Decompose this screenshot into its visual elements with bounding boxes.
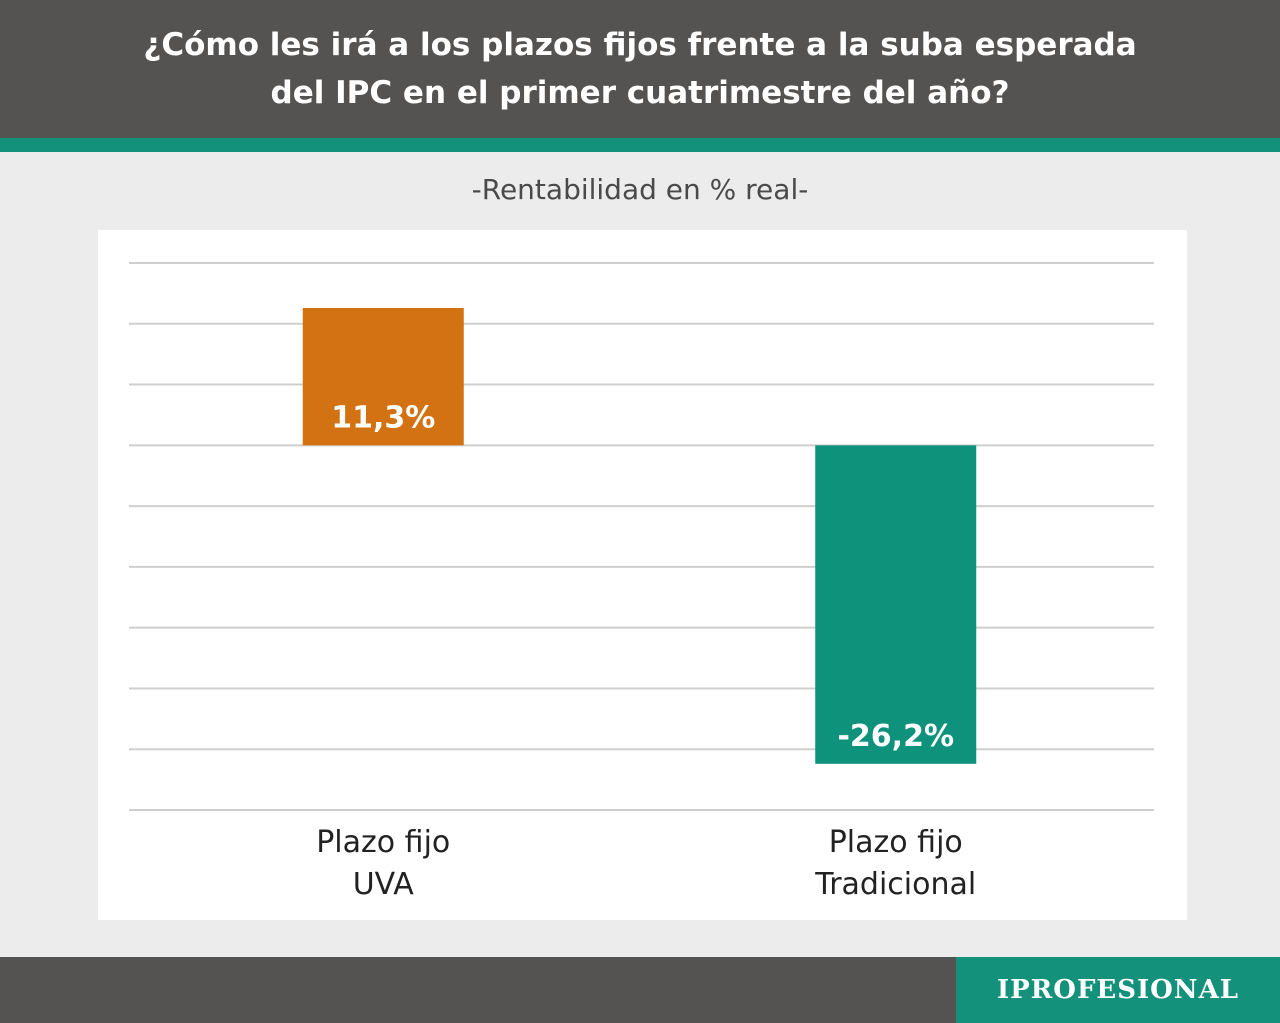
data-label: -26,2% (837, 719, 954, 754)
chart-subtitle: -Rentabilidad en % real- (471, 173, 809, 206)
bar (815, 445, 977, 764)
tick-label: Plazo fijo (829, 825, 963, 860)
data-label: 11,3% (331, 400, 435, 435)
header: ¿Cómo les irá a los plazos fijos frente … (0, 0, 1280, 138)
accent-bar (0, 138, 1280, 152)
tick-label: UVA (353, 867, 415, 902)
bar (302, 307, 464, 446)
brand-logo: IPROFESIONAL (956, 957, 1280, 1023)
chart-panel: 11,3% Plazo fijo UVA -26,2% Plazo fijo Tradic… (98, 230, 1187, 920)
page-title: ¿Cómo les irá a los plazos fijos frente … (143, 27, 1137, 111)
tick-label: Plazo fijo (316, 825, 450, 860)
bar-chart: 11,3% Plazo fijo UVA -26,2% Plazo fijo Tradic… (129, 262, 1154, 902)
tick-label: Tradicional (814, 867, 976, 902)
brand-name: IPROFESIONAL (996, 975, 1240, 1005)
